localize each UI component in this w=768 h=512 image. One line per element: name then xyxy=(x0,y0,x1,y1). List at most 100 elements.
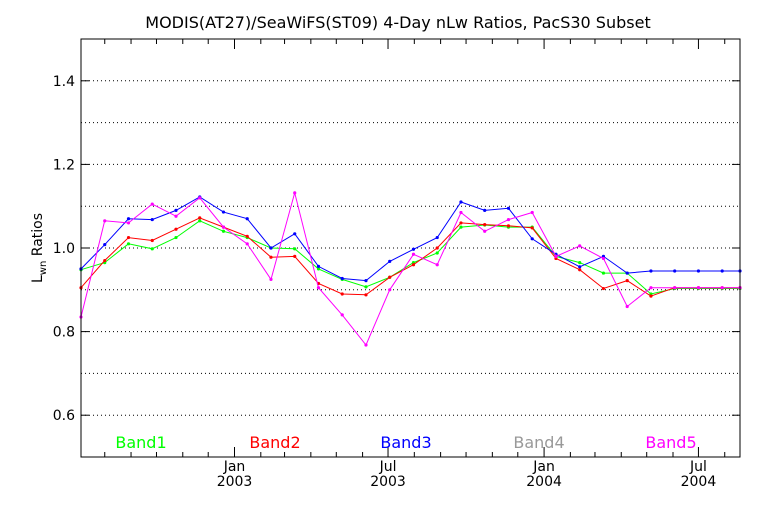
data-point xyxy=(601,271,606,275)
data-point xyxy=(245,217,249,221)
data-point xyxy=(126,242,131,246)
series-line xyxy=(80,196,740,282)
data-point xyxy=(388,288,392,292)
chart-title: MODIS(AT27)/SeaWiFS(ST09) 4-Day nLw Rati… xyxy=(145,13,650,32)
data-point xyxy=(150,202,154,206)
data-point xyxy=(578,244,582,248)
data-point xyxy=(198,196,202,200)
data-point xyxy=(601,256,606,261)
y-tick-label: 1.2 xyxy=(53,157,75,173)
data-point xyxy=(411,263,416,267)
data-point xyxy=(649,269,653,273)
x-tick-label-year: 2004 xyxy=(681,474,717,490)
y-tick-label: 0.8 xyxy=(53,325,75,341)
data-point xyxy=(483,229,487,233)
data-point xyxy=(198,216,202,220)
x-tick-label-month: Jul xyxy=(379,459,397,475)
y-tick-label: 1.4 xyxy=(53,74,75,90)
series-band2 xyxy=(79,216,742,298)
data-point xyxy=(411,247,416,251)
data-point xyxy=(126,235,131,240)
data-point xyxy=(578,265,582,269)
x-tick-label-year: 2003 xyxy=(370,474,406,490)
data-point xyxy=(221,210,226,214)
data-point xyxy=(435,235,439,240)
data-point xyxy=(720,286,724,290)
x-tick-label-month: Jan xyxy=(532,459,555,475)
data-point xyxy=(625,304,629,309)
data-point xyxy=(316,267,321,271)
series-line xyxy=(80,217,740,297)
data-point xyxy=(293,191,297,195)
data-point xyxy=(388,275,392,279)
data-point xyxy=(150,238,154,243)
data-point xyxy=(340,276,344,281)
data-point xyxy=(506,224,511,228)
data-point xyxy=(174,227,178,231)
data-point xyxy=(198,219,202,223)
data-point xyxy=(340,292,344,296)
x-tick-label-year: 2003 xyxy=(217,474,253,490)
legend-entry: Band2 xyxy=(249,433,300,452)
data-point xyxy=(103,219,107,223)
y-axis-label-rest: Ratios xyxy=(30,213,46,261)
data-point xyxy=(269,277,273,281)
data-point xyxy=(435,246,439,250)
data-point xyxy=(364,279,368,283)
data-point xyxy=(174,235,178,240)
y-tick-label: 0.6 xyxy=(53,408,75,424)
data-point xyxy=(174,214,178,218)
legend-entry: Band4 xyxy=(513,433,564,452)
y-tick-label: 1.0 xyxy=(53,241,75,257)
data-point xyxy=(150,217,154,222)
data-point xyxy=(530,210,534,215)
data-point xyxy=(293,232,297,236)
data-point xyxy=(388,259,392,263)
series-band5 xyxy=(79,190,742,347)
gridlines xyxy=(81,80,740,416)
x-tick-label-month: Jan xyxy=(223,459,246,475)
data-point xyxy=(316,264,321,268)
data-point xyxy=(720,269,724,273)
series-line xyxy=(80,220,740,295)
data-point xyxy=(364,343,368,347)
data-point xyxy=(506,217,511,222)
data-point xyxy=(506,206,511,210)
legend-entry: Band3 xyxy=(380,433,431,452)
y-axis-label: Lwn Ratios xyxy=(30,213,49,283)
data-point xyxy=(673,269,677,273)
data-point xyxy=(269,246,273,250)
data-point xyxy=(459,200,463,204)
data-point xyxy=(696,269,701,273)
data-point xyxy=(649,286,653,290)
data-point xyxy=(340,313,344,317)
x-tick-label-month: Jul xyxy=(689,459,707,475)
data-point xyxy=(411,252,416,256)
data-point xyxy=(459,221,463,225)
data-point xyxy=(649,294,653,298)
data-point xyxy=(435,251,439,255)
data-point xyxy=(673,286,677,290)
series-band1 xyxy=(79,219,742,296)
series-line xyxy=(80,190,740,346)
legend: Band1 Band2 Band3 Band4 Band5 xyxy=(115,433,696,452)
x-tick-label-year: 2004 xyxy=(526,474,562,490)
data-point xyxy=(601,286,606,291)
data-point xyxy=(483,208,487,212)
data-point xyxy=(221,225,226,229)
data-point xyxy=(530,226,534,230)
data-point xyxy=(174,208,178,212)
data-point xyxy=(150,247,154,251)
y-axis-label-main: L xyxy=(30,275,46,283)
y-axis-label-sub: wn xyxy=(38,261,49,276)
legend-entry: Band5 xyxy=(645,433,696,452)
data-point xyxy=(530,237,534,241)
data-point xyxy=(245,234,249,238)
data-point xyxy=(459,210,463,215)
series-layer xyxy=(79,190,742,347)
data-point xyxy=(103,243,107,247)
data-point xyxy=(625,279,629,283)
data-point xyxy=(103,258,107,263)
